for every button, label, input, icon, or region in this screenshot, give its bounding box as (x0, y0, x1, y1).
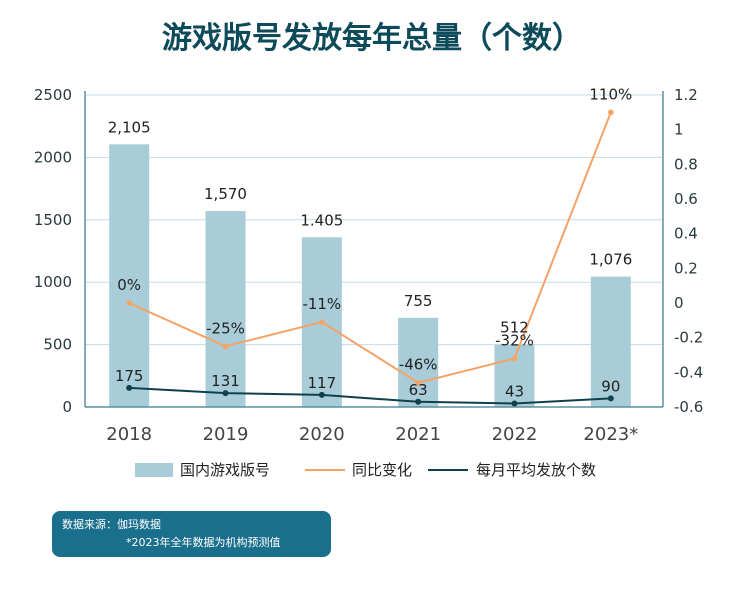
bar (398, 317, 439, 407)
yoy-label: 0% (117, 276, 141, 294)
monthly-label: 43 (505, 383, 524, 401)
yoy-line (128, 111, 612, 384)
yoy-point (415, 379, 421, 386)
source-box: 数据来源：伽玛数据 *2023年全年数据为机构预测值 (52, 511, 331, 557)
legend-label-monthly: 每月平均发放个数 (476, 461, 596, 479)
legend-label-yoy: 同比变化 (352, 461, 412, 479)
x-tick: 2019 (203, 424, 249, 445)
source-line: 数据来源：伽玛数据 (62, 518, 161, 531)
bar-label: 755 (404, 292, 433, 310)
x-tick: 2022 (492, 424, 538, 445)
bar-label: 512 (500, 319, 529, 337)
monthly-point (318, 391, 325, 398)
x-tick: 2021 (395, 424, 441, 445)
y-right-tick: 0.8 (674, 155, 698, 173)
yoy-label: -25% (206, 319, 245, 337)
monthly-point (415, 398, 422, 405)
monthly-point (511, 400, 518, 407)
y-left-tick: 2500 (34, 86, 72, 104)
bar (205, 211, 246, 407)
forecast-note: *2023年全年数据为机构预测值 (126, 536, 281, 549)
bar-label: 1,076 (589, 251, 632, 269)
bar (109, 144, 150, 407)
chart-title: 游戏版号发放每年总量（个数） (162, 21, 582, 56)
bar (494, 344, 535, 407)
yoy-point (126, 300, 132, 306)
y-right-tick: -0.6 (674, 398, 703, 416)
monthly-label: 90 (601, 377, 620, 395)
monthly-line (129, 386, 611, 405)
yoy-point (319, 319, 325, 325)
monthly-label: 175 (115, 367, 144, 385)
monthly-point (126, 384, 133, 391)
bar-label: 2,105 (108, 118, 151, 136)
y-right-tick: 0 (674, 294, 684, 312)
yoy-point (511, 355, 518, 362)
monthly-point (607, 395, 614, 402)
y-right-tick: 0.4 (674, 225, 698, 243)
monthly-label: 131 (211, 372, 240, 390)
legend-swatch-bar (135, 463, 173, 477)
monthly-label: 63 (409, 381, 428, 399)
y-right-tick: 1.2 (674, 86, 698, 104)
y-right-tick: 0.2 (674, 259, 698, 277)
y-left-tick: 1000 (34, 273, 72, 291)
x-tick: 2020 (299, 424, 345, 445)
y-left-tick: 1500 (34, 211, 72, 229)
yoy-point (222, 343, 229, 350)
yoy-label: -32% (495, 331, 534, 349)
yoy-label: -46% (399, 356, 438, 374)
y-left-tick: 2000 (34, 148, 72, 166)
yoy-label: 110% (589, 85, 632, 103)
monthly-point (222, 390, 229, 397)
y-left-tick: 500 (43, 336, 72, 354)
bar-label: 1,570 (204, 185, 247, 203)
y-right-tick: -0.2 (674, 329, 703, 347)
y-right-tick: 1 (674, 121, 684, 139)
y-left-tick: 0 (62, 398, 72, 416)
yoy-label: -11% (302, 295, 341, 313)
yoy-point (608, 109, 614, 116)
monthly-label: 117 (308, 374, 337, 392)
x-tick: 2018 (106, 424, 152, 445)
legend-label-bar: 国内游戏版号 (180, 461, 270, 479)
bar (590, 276, 631, 407)
bar-label: 1.405 (300, 211, 343, 229)
y-right-tick: -0.4 (674, 363, 703, 381)
y-right-tick: 0.6 (674, 190, 698, 208)
x-tick: 2023* (583, 424, 638, 445)
